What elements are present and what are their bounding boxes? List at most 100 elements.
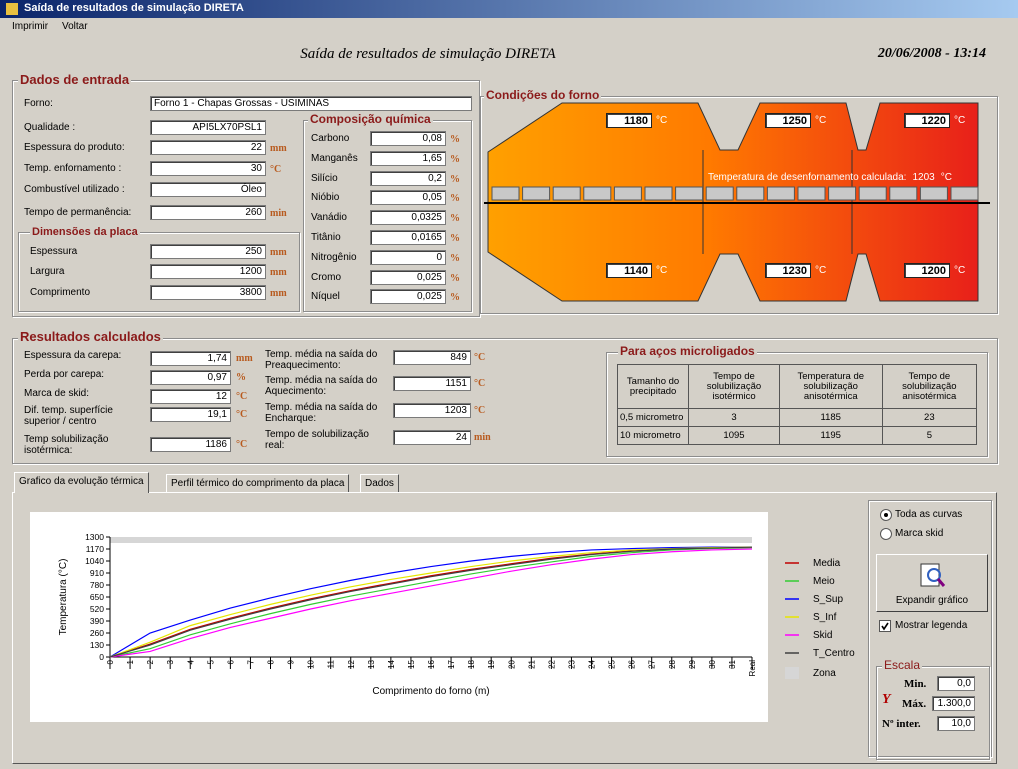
field-label: Combustível utilizado : [24,184,125,195]
scale-min[interactable]: 0,0 [937,676,975,691]
scale-intervals[interactable]: 10,0 [937,716,975,731]
field-value[interactable]: 1200 [150,264,266,279]
field-unit: mm [270,143,287,154]
result-label: Marca de skid: [24,388,90,399]
chem-label: Carbono [311,133,350,144]
menu-item[interactable]: Imprimir [12,21,49,32]
x-tick-label: 10 [307,659,316,668]
chem-value[interactable]: 0,025 [370,289,446,305]
scale-max[interactable]: 1.300,0 [932,696,975,711]
group-title: Escala [882,658,923,672]
x-tick-label: 3 [166,659,175,664]
tab[interactable]: Dados [360,474,399,492]
slab [950,186,979,201]
result-value[interactable]: 1,74 [150,351,231,366]
radio-label[interactable]: Marca skid [895,528,944,539]
y-tick-label: 130 [90,640,104,650]
legend-label: Meio [813,576,835,587]
field-value[interactable]: Forno 1 - Chapas Grossas - USIMINAS [150,96,472,111]
field-value[interactable]: 3800 [150,285,266,300]
field-unit: °C [270,164,282,175]
chem-value[interactable]: 0 [370,249,446,265]
radio-label[interactable]: Toda as curvas [895,509,963,520]
field-value[interactable]: 260 [150,205,266,220]
zone-temp[interactable]: 1180 [606,113,652,128]
micro-group [606,352,988,457]
table-cell: 23 [881,408,978,427]
zone-temp[interactable]: 1230 [765,263,811,278]
result-value[interactable]: 1151 [393,376,471,391]
result-label: Espessura da carepa: [24,350,122,361]
zone-temp[interactable]: 1140 [606,263,652,278]
header-title: Saída de resultados de simulação DIRETA [300,46,556,62]
checkbox-label[interactable]: Mostrar legenda [895,620,968,631]
chem-unit: % [450,252,460,264]
chem-value[interactable]: 0,0325 [370,210,446,226]
chem-value[interactable]: 0,2 [370,170,446,186]
scale-label: Nº inter. [882,718,921,730]
radio[interactable] [880,528,892,540]
tab[interactable]: Perfil térmico do comprimento da placa [166,474,350,492]
zone-temp[interactable]: 1200 [904,263,950,278]
result-value[interactable]: 19,1 [150,407,231,422]
legend-label: Zona [813,668,836,679]
series-line [109,548,753,658]
field-value[interactable]: 250 [150,244,266,259]
x-tick-label: 20 [507,659,516,668]
result-unit: % [236,372,246,383]
x-tick-label: 5 [206,659,215,664]
zone-temp[interactable]: 1220 [904,113,950,128]
chem-value[interactable]: 0,08 [370,131,446,146]
field-unit: mm [270,247,287,258]
field-unit: mm [270,288,287,299]
result-value[interactable]: 849 [393,350,471,365]
x-axis-title: Comprimento do forno (m) [372,686,489,697]
x-tick-label: 24 [588,659,597,668]
temp-unit: °C [954,115,966,126]
legend-label: T_Centro [813,648,855,659]
result-value[interactable]: 24 [393,430,471,445]
x-tick-label: 23 [567,659,576,668]
chem-unit: % [450,173,460,185]
temp-unit: °C [656,115,668,126]
scale-label: Máx. [902,698,927,710]
field-value[interactable]: 22 [150,140,266,155]
radio[interactable] [880,509,892,521]
field-value[interactable]: 30 [150,161,266,176]
zone-temp[interactable]: 1250 [765,113,811,128]
discharge-text: °C [940,172,952,183]
y-tick-label: 0 [99,652,104,662]
chem-unit: % [450,292,460,304]
temp-unit: °C [656,265,668,276]
result-unit: min [474,432,491,443]
table-cell: 0,5 micrometro [616,408,690,427]
chem-value[interactable]: 0,025 [370,269,446,285]
x-tick-label: 0 [106,659,115,664]
group-title: Composição química [308,112,433,126]
table-cell: Tempo de solubilização anisotérmica [881,364,978,409]
result-value[interactable]: 1203 [393,403,471,418]
furnace-drawing [484,102,990,302]
result-value[interactable]: 12 [150,389,231,404]
expand-button[interactable]: Expandir gráfico [876,554,988,612]
group-title: Resultados calculados [18,329,163,344]
x-tick-label: 11 [327,659,336,668]
x-tick-label: 12 [347,659,356,668]
table-cell: Tempo de solubilização isotérmico [688,364,780,409]
result-value[interactable]: 0,97 [150,370,231,385]
field-value[interactable]: Óleo [150,182,266,197]
result-label: Tempo de solubilização real: [265,429,369,451]
chem-value[interactable]: 1,65 [370,150,446,166]
slab [828,186,857,201]
result-value[interactable]: 1186 [150,437,231,452]
checkbox[interactable] [879,620,891,632]
tab[interactable]: Grafico da evolução térmica [14,472,149,493]
menu-item[interactable]: Voltar [62,21,88,32]
legend-swatch [785,667,799,679]
y-tick-label: 1300 [85,532,104,542]
chem-value[interactable]: 0,0165 [370,230,446,245]
table-cell: 5 [881,426,978,445]
chem-value[interactable]: 0,05 [370,190,446,206]
field-value[interactable]: API5LX70PSL1 [150,120,266,135]
